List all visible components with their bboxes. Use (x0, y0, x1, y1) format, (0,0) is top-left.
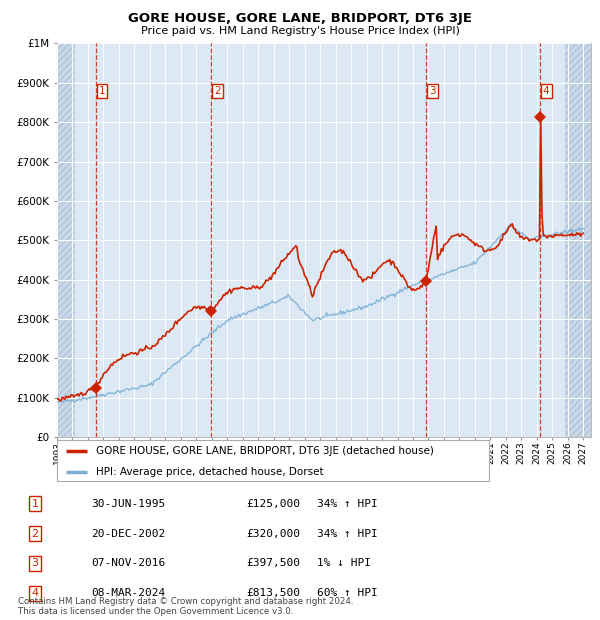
Text: GORE HOUSE, GORE LANE, BRIDPORT, DT6 3JE (detached house): GORE HOUSE, GORE LANE, BRIDPORT, DT6 3JE… (96, 446, 434, 456)
Text: £397,500: £397,500 (246, 559, 300, 569)
Bar (57, 43, 75, 437)
Text: 07-NOV-2016: 07-NOV-2016 (91, 559, 166, 569)
Text: GORE HOUSE, GORE LANE, BRIDPORT, DT6 3JE: GORE HOUSE, GORE LANE, BRIDPORT, DT6 3JE (128, 12, 472, 25)
Text: 3: 3 (31, 559, 38, 569)
Text: £125,000: £125,000 (246, 499, 300, 509)
Text: 1: 1 (99, 86, 106, 95)
Text: 2: 2 (31, 529, 38, 539)
Text: This data is licensed under the Open Government Licence v3.0.: This data is licensed under the Open Gov… (18, 607, 293, 616)
Text: 08-MAR-2024: 08-MAR-2024 (91, 588, 166, 598)
Text: 3: 3 (429, 86, 436, 95)
Text: 60% ↑ HPI: 60% ↑ HPI (317, 588, 377, 598)
Text: Price paid vs. HM Land Registry's House Price Index (HPI): Price paid vs. HM Land Registry's House … (140, 26, 460, 36)
Text: Contains HM Land Registry data © Crown copyright and database right 2024.: Contains HM Land Registry data © Crown c… (18, 597, 353, 606)
Text: £320,000: £320,000 (246, 529, 300, 539)
Text: 20-DEC-2002: 20-DEC-2002 (91, 529, 166, 539)
Text: HPI: Average price, detached house, Dorset: HPI: Average price, detached house, Dors… (96, 467, 323, 477)
Text: 30-JUN-1995: 30-JUN-1995 (91, 499, 166, 509)
Text: 4: 4 (31, 588, 38, 598)
Text: 34% ↑ HPI: 34% ↑ HPI (317, 499, 377, 509)
Text: 34% ↑ HPI: 34% ↑ HPI (317, 529, 377, 539)
Text: £813,500: £813,500 (246, 588, 300, 598)
Text: 1: 1 (31, 499, 38, 509)
Text: 2: 2 (214, 86, 221, 95)
Text: 1% ↓ HPI: 1% ↓ HPI (317, 559, 371, 569)
Bar (565, 43, 591, 437)
Text: 4: 4 (543, 86, 550, 95)
FancyBboxPatch shape (57, 440, 489, 480)
